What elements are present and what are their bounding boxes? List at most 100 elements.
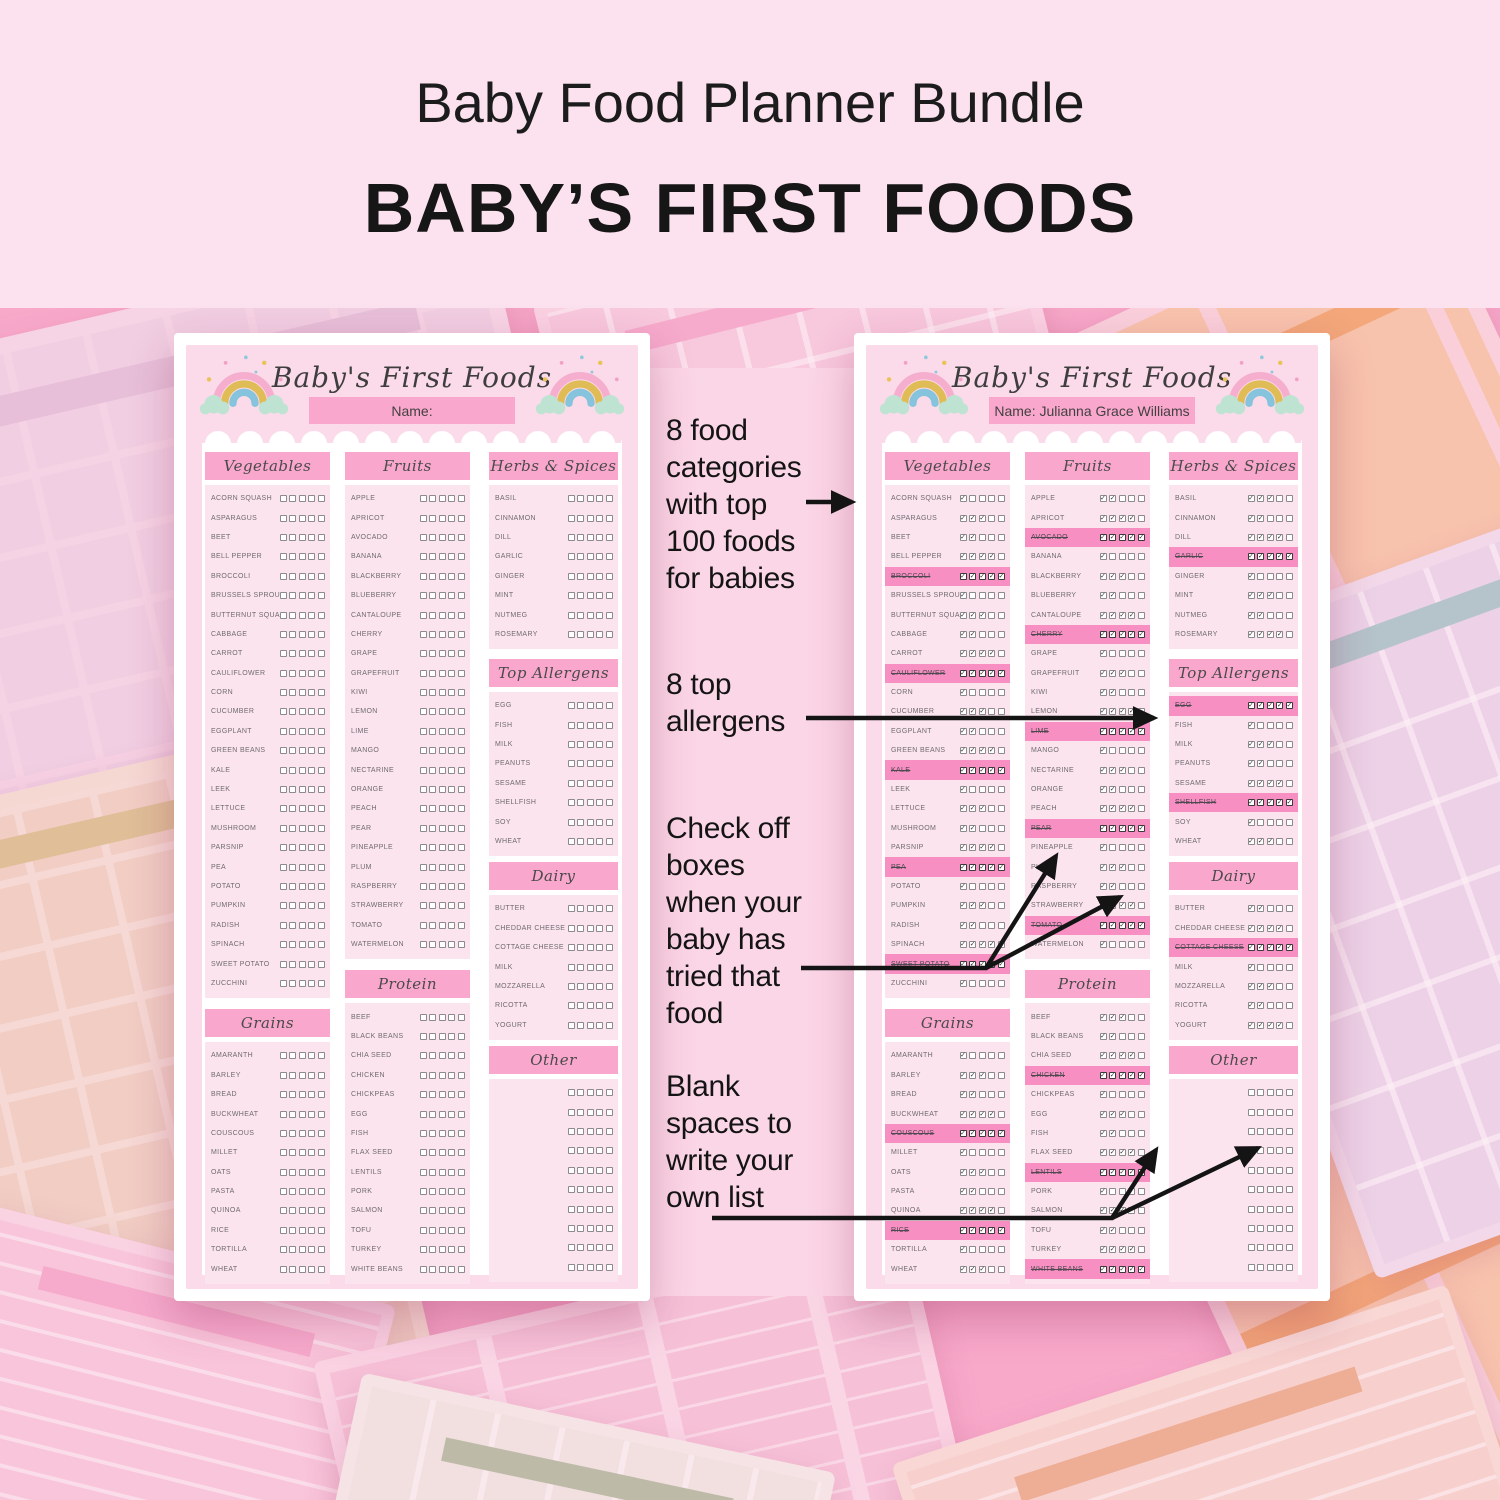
checkbox — [448, 1149, 456, 1157]
food-label: WHEAT — [495, 838, 522, 846]
checkbox — [1128, 707, 1136, 716]
checkbox — [318, 1052, 325, 1060]
checkbox — [419, 1032, 427, 1040]
checkbox-group — [279, 1265, 325, 1273]
checkbox-group — [279, 902, 325, 910]
checkbox — [1247, 1021, 1255, 1029]
checkbox — [1099, 1148, 1107, 1157]
checkbox-group — [419, 824, 465, 832]
checkbox — [1286, 760, 1293, 768]
checkbox — [586, 905, 594, 913]
checkbox — [1138, 708, 1145, 716]
checkbox — [289, 1207, 297, 1215]
checkbox — [448, 1013, 456, 1021]
checkbox — [586, 592, 594, 600]
food-label: BANANA — [351, 553, 382, 561]
checkbox-group — [567, 553, 613, 561]
food-label: TOFU — [1031, 1226, 1052, 1234]
blank-row — [489, 1238, 618, 1257]
checkbox — [298, 747, 306, 755]
checkbox-group — [567, 630, 613, 638]
checkbox — [1109, 1168, 1117, 1176]
food-row: SPINACH — [885, 935, 1010, 954]
food-label: SWEET POTATO — [891, 960, 950, 968]
food-label: LEMON — [351, 708, 378, 716]
checkbox — [606, 779, 613, 787]
checkbox — [1266, 494, 1274, 503]
checkbox — [978, 843, 986, 852]
checkbox — [289, 1110, 297, 1118]
food-row: CAULIFLOWER — [885, 663, 1010, 683]
checkbox — [606, 1166, 613, 1174]
checkbox — [606, 983, 613, 990]
checkbox-group — [419, 1149, 465, 1157]
food-row: BLACK BEANS — [345, 1027, 470, 1046]
food-row: MILK — [1169, 735, 1298, 754]
checkbox — [289, 1265, 297, 1273]
checkbox — [988, 766, 996, 774]
checkbox — [458, 572, 465, 580]
checkbox — [1257, 740, 1265, 749]
checkbox — [959, 824, 967, 832]
food-row: CABBAGE — [885, 625, 1010, 644]
checkbox — [1109, 514, 1117, 522]
food-label: CAULIFLOWER — [211, 669, 266, 677]
checkbox-group — [279, 883, 325, 890]
checkbox — [1138, 592, 1145, 600]
blank-row — [489, 1083, 618, 1102]
checkbox — [567, 1127, 575, 1135]
food-row: MINT — [489, 586, 618, 605]
checkbox — [567, 741, 575, 749]
checkbox — [279, 1110, 287, 1118]
food-row: PORK — [1025, 1182, 1150, 1201]
food-row: YOGURT — [489, 1016, 618, 1035]
food-label: RICOTTA — [495, 1002, 528, 1010]
checkbox — [289, 630, 297, 638]
checkbox — [606, 1244, 613, 1252]
checkbox — [1276, 1002, 1284, 1010]
blank-row — [489, 1122, 618, 1141]
checkbox-group — [567, 702, 613, 710]
checkbox — [606, 592, 613, 600]
food-label: BEEF — [351, 1013, 371, 1021]
checkbox — [1109, 1148, 1117, 1157]
checkbox-group — [419, 1129, 465, 1137]
checkbox — [988, 921, 996, 929]
checkbox — [596, 495, 604, 503]
checkbox — [1138, 844, 1145, 852]
checkbox — [969, 1052, 977, 1060]
checkbox — [419, 592, 427, 600]
checkbox-group — [1099, 863, 1145, 871]
checkbox — [448, 1246, 456, 1254]
checkbox — [448, 1129, 456, 1137]
checkbox — [1286, 1244, 1293, 1252]
checkbox — [959, 960, 967, 968]
checkbox-group — [959, 1051, 1005, 1060]
checkbox — [1286, 1166, 1293, 1174]
checkbox — [308, 1246, 316, 1254]
food-row: CANTALOUPE — [1025, 605, 1150, 624]
food-row: GRAPE — [345, 644, 470, 663]
checkbox — [1138, 1168, 1145, 1176]
checkbox — [298, 689, 306, 697]
food-label: BLUEBERRY — [1031, 592, 1077, 600]
checkbox — [988, 1052, 996, 1060]
checkbox — [1128, 495, 1136, 503]
blank-row — [1169, 1122, 1298, 1141]
checkbox — [1138, 786, 1145, 794]
food-row: ZUCCHINI — [205, 974, 330, 993]
checkbox — [1109, 1188, 1117, 1196]
checkbox — [606, 702, 613, 710]
checkbox — [596, 533, 604, 541]
checkbox — [308, 1110, 316, 1118]
checkbox-group — [419, 689, 465, 697]
checkbox-group — [1247, 963, 1293, 971]
checkbox — [978, 960, 986, 968]
checkbox — [606, 1147, 613, 1155]
checkbox — [586, 1244, 594, 1252]
checkbox — [438, 514, 446, 522]
checkbox-group — [959, 630, 1005, 638]
checkbox — [988, 1246, 996, 1254]
checkbox — [577, 1166, 585, 1174]
